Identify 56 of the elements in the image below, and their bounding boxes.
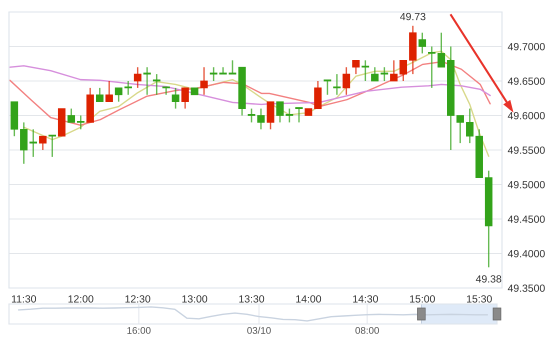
y-tick-label: 49.5500	[508, 146, 545, 154]
x-tick-label: 15:30	[466, 295, 492, 303]
x-tick-label: 16:00	[127, 327, 151, 334]
x-tick-label: 03/10	[247, 326, 271, 334]
candlestick	[286, 108, 294, 124]
candlestick	[105, 80, 113, 102]
annotation: 49.73	[400, 12, 426, 20]
x-tick-label: 14:30	[353, 295, 378, 303]
candlestick	[134, 66, 142, 89]
candlestick	[342, 66, 350, 96]
x-tick-label: 13:30	[239, 295, 264, 303]
candlestick	[438, 32, 446, 68]
candlestick	[152, 73, 160, 96]
candlestick	[30, 128, 38, 158]
candlestick	[352, 60, 360, 75]
candlestick	[266, 101, 274, 130]
candlestick	[114, 87, 122, 102]
annotation: 49.38	[476, 275, 502, 283]
x-tick-label: 08:00	[355, 327, 379, 334]
candlestick	[96, 87, 104, 102]
candlestick	[324, 80, 332, 96]
x-tick-label: 14:00	[296, 295, 322, 303]
candlestick	[456, 114, 464, 144]
y-tick-label: 49.4500	[508, 216, 545, 223]
candlestick	[39, 136, 47, 151]
candlestick	[371, 66, 379, 82]
candlestick	[68, 108, 76, 124]
candlestick	[380, 66, 388, 82]
y-tick-label: 49.3500	[508, 284, 545, 292]
candlestick	[48, 134, 56, 158]
candlestick	[418, 32, 426, 54]
x-tick-label: 15:00	[410, 295, 435, 303]
x-tick-label: 11:30	[12, 295, 36, 303]
line-series	[23, 50, 490, 157]
candlestick	[362, 60, 370, 82]
candlestick	[172, 87, 180, 110]
candlestick	[143, 66, 151, 96]
candlestick	[200, 66, 208, 96]
candlestick	[400, 60, 408, 82]
y-tick-label: 49.6500	[508, 78, 545, 85]
candlestick	[20, 122, 28, 164]
candlestick	[210, 66, 218, 82]
candlestick	[314, 80, 322, 110]
x-tick-label: 13:00	[182, 295, 208, 303]
candlestick	[466, 108, 474, 144]
candlestick	[228, 60, 236, 75]
y-tick-label: 49.7000	[508, 43, 545, 50]
y-tick-label: 49.4000	[508, 250, 545, 258]
candlestick	[276, 101, 284, 124]
x-tick-label: 12:00	[68, 295, 94, 303]
y-tick-label: 49.6000	[508, 112, 545, 120]
candlestick	[295, 107, 303, 124]
x-tick-label: 12:30	[125, 295, 150, 303]
y-tick-label: 49.5000	[508, 181, 545, 188]
candlestick	[181, 87, 189, 110]
candlestick	[390, 60, 398, 82]
